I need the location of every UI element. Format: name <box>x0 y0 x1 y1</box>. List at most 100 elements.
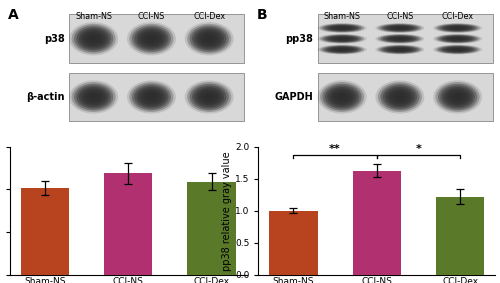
Ellipse shape <box>388 25 412 31</box>
Ellipse shape <box>325 25 359 31</box>
Ellipse shape <box>328 25 357 31</box>
Ellipse shape <box>380 24 420 32</box>
Ellipse shape <box>392 48 407 51</box>
Ellipse shape <box>446 25 470 31</box>
Ellipse shape <box>132 25 171 52</box>
Ellipse shape <box>376 34 424 44</box>
Ellipse shape <box>82 31 106 47</box>
Ellipse shape <box>378 82 422 112</box>
Ellipse shape <box>390 90 409 104</box>
Ellipse shape <box>438 84 477 110</box>
Ellipse shape <box>385 36 414 42</box>
Ellipse shape <box>390 37 409 41</box>
Ellipse shape <box>194 87 224 107</box>
Ellipse shape <box>89 94 99 100</box>
Ellipse shape <box>337 49 347 51</box>
Text: p38: p38 <box>44 34 64 44</box>
Ellipse shape <box>388 47 412 52</box>
Ellipse shape <box>436 45 480 54</box>
Ellipse shape <box>190 84 229 110</box>
Ellipse shape <box>334 92 349 102</box>
Ellipse shape <box>438 35 477 43</box>
Bar <box>436 197 484 275</box>
Text: pp38: pp38 <box>285 34 313 44</box>
Text: CCI-Dex: CCI-Dex <box>442 12 474 21</box>
Ellipse shape <box>443 47 472 52</box>
Bar <box>269 211 318 275</box>
Ellipse shape <box>376 45 424 54</box>
Bar <box>318 72 492 121</box>
Ellipse shape <box>320 34 364 43</box>
Ellipse shape <box>376 23 424 33</box>
Ellipse shape <box>187 24 232 54</box>
Ellipse shape <box>380 35 420 43</box>
Text: CCI-NS: CCI-NS <box>138 12 165 21</box>
Ellipse shape <box>334 27 349 29</box>
Bar <box>188 182 236 275</box>
Ellipse shape <box>136 87 166 107</box>
Ellipse shape <box>440 46 475 53</box>
Ellipse shape <box>378 45 422 54</box>
Ellipse shape <box>440 85 475 109</box>
Ellipse shape <box>69 80 118 114</box>
Text: GAPDH: GAPDH <box>274 92 313 102</box>
Ellipse shape <box>382 25 417 31</box>
Ellipse shape <box>385 25 414 31</box>
Ellipse shape <box>84 32 103 46</box>
Ellipse shape <box>392 92 407 102</box>
Text: CCI-Dex: CCI-Dex <box>193 12 226 21</box>
Ellipse shape <box>332 37 352 41</box>
Ellipse shape <box>446 47 470 52</box>
Bar <box>21 188 69 275</box>
Ellipse shape <box>433 45 482 54</box>
Ellipse shape <box>136 29 166 49</box>
Ellipse shape <box>448 48 468 52</box>
Text: CCI-NS: CCI-NS <box>386 12 413 21</box>
Ellipse shape <box>446 89 470 105</box>
Ellipse shape <box>450 92 465 102</box>
Ellipse shape <box>443 36 472 42</box>
Ellipse shape <box>187 82 232 112</box>
Ellipse shape <box>392 27 407 29</box>
Ellipse shape <box>322 35 362 43</box>
Ellipse shape <box>436 82 480 112</box>
Ellipse shape <box>69 22 118 55</box>
Ellipse shape <box>144 34 159 44</box>
Ellipse shape <box>450 37 465 40</box>
Ellipse shape <box>446 36 470 41</box>
Ellipse shape <box>142 90 161 104</box>
Ellipse shape <box>202 92 216 102</box>
Ellipse shape <box>382 85 417 109</box>
Ellipse shape <box>325 35 359 42</box>
Text: Sham-NS: Sham-NS <box>324 12 360 21</box>
Ellipse shape <box>72 24 116 54</box>
Ellipse shape <box>337 38 347 40</box>
Ellipse shape <box>86 92 101 102</box>
Ellipse shape <box>436 23 480 33</box>
Ellipse shape <box>72 82 116 112</box>
Ellipse shape <box>448 90 468 104</box>
Ellipse shape <box>395 27 404 29</box>
Ellipse shape <box>132 84 171 110</box>
Ellipse shape <box>376 80 424 114</box>
Ellipse shape <box>378 23 422 33</box>
Ellipse shape <box>388 36 412 41</box>
Ellipse shape <box>318 34 366 44</box>
Ellipse shape <box>84 90 103 104</box>
Ellipse shape <box>144 92 159 102</box>
Ellipse shape <box>433 34 482 44</box>
Ellipse shape <box>436 34 480 43</box>
Ellipse shape <box>325 46 359 53</box>
Ellipse shape <box>130 82 174 112</box>
Ellipse shape <box>382 35 417 42</box>
Ellipse shape <box>202 34 216 44</box>
Ellipse shape <box>395 38 404 40</box>
Ellipse shape <box>330 25 354 31</box>
Ellipse shape <box>192 27 226 50</box>
Ellipse shape <box>438 46 477 53</box>
Ellipse shape <box>74 84 114 110</box>
Ellipse shape <box>452 49 462 51</box>
Ellipse shape <box>325 85 359 109</box>
Ellipse shape <box>438 24 477 32</box>
Ellipse shape <box>385 47 414 52</box>
